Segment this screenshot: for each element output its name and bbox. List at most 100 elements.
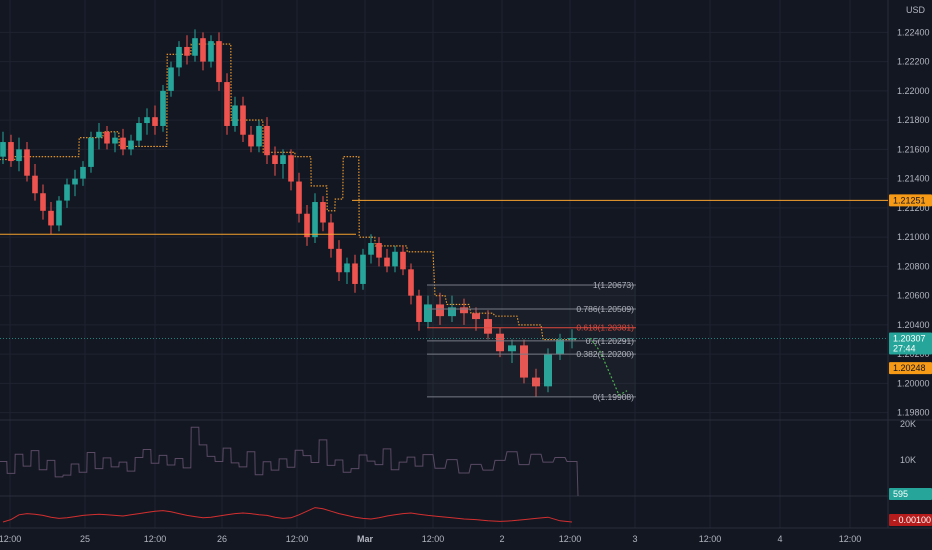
candle-body	[200, 38, 206, 62]
candle-body	[360, 254, 366, 284]
candle-body	[240, 105, 246, 135]
time-axis-label: 2	[499, 534, 504, 544]
last-price-tag	[889, 332, 932, 355]
candle-body	[224, 82, 230, 126]
price-axis-label: 1.19800	[897, 408, 930, 418]
volume-step-line	[0, 426, 579, 497]
fib-level-label: 1(1.20673)	[593, 280, 634, 290]
fib-level-label: 0.786(1.20509)	[576, 304, 634, 314]
overlay-step-line	[0, 43, 577, 341]
candle-body	[272, 155, 278, 164]
candle-body	[80, 166, 86, 179]
time-axis[interactable]: 12:00 25 12:00 26 12:00 Mar 12:00 2 12:00 3 12:00 4…	[0, 534, 861, 544]
candle-body	[88, 137, 94, 167]
candle-body	[568, 338, 576, 340]
candle-body	[32, 175, 38, 194]
candle-body	[556, 339, 564, 355]
candle-body	[320, 202, 326, 223]
candle-body	[56, 200, 62, 226]
candle-body	[208, 41, 214, 62]
time-axis-label: 3	[632, 534, 637, 544]
volume-panel: 20K 10K	[0, 419, 916, 497]
currency-label: USD	[906, 5, 926, 15]
candle-body	[168, 67, 174, 91]
candle-body	[216, 41, 222, 83]
orange-current-tag	[889, 362, 932, 375]
price-axis-label: 1.20000	[897, 378, 930, 388]
time-axis-label: 12:00	[839, 534, 862, 544]
candle-body	[436, 304, 444, 317]
candle-body	[96, 131, 102, 138]
price-axis-label: 1.20400	[897, 320, 930, 330]
horizontal-levels[interactable]	[0, 199, 888, 339]
candle-body	[416, 295, 422, 322]
volume-axis-label: 10K	[900, 455, 916, 465]
volume-last-tag-text: 595	[893, 489, 908, 499]
candle-body	[508, 345, 516, 352]
indicator-panel	[2, 507, 573, 523]
time-axis-label: 26	[217, 534, 227, 544]
price-axis-label: 1.21600	[897, 144, 930, 154]
fib-level-label: 0(1.19908)	[593, 392, 634, 402]
candle-body	[120, 137, 126, 150]
time-axis-label: 4	[777, 534, 782, 544]
candle-body	[484, 319, 492, 334]
candle-body	[448, 307, 456, 317]
candle-body	[408, 269, 414, 296]
price-axis-label: 1.21400	[897, 174, 930, 184]
candle-body	[176, 46, 182, 68]
price-axis-label: 1.20800	[897, 261, 930, 271]
candle-body	[24, 149, 30, 176]
indicator-last-tag	[889, 514, 932, 526]
candle-body	[184, 46, 190, 56]
last-price-tag-text: 27:44	[893, 344, 916, 354]
fib-level-label: 0.618(1.20381)	[576, 323, 634, 333]
candle-body	[400, 251, 406, 270]
orange-current-tag-text: 1.20248	[893, 363, 926, 373]
candlestick-series[interactable]	[0, 29, 576, 397]
candle-body	[112, 137, 118, 144]
candle-body	[128, 140, 134, 150]
price-axis-label: 1.21000	[897, 232, 930, 242]
last-price-tag-text: 1.20307	[893, 334, 926, 344]
candle-body	[424, 304, 432, 322]
candle-body	[64, 184, 70, 201]
candle-body	[496, 333, 504, 352]
candle-body	[392, 251, 398, 267]
price-axis-label: 1.21800	[897, 115, 930, 125]
candle-body	[296, 181, 302, 214]
candle-body	[136, 123, 142, 141]
candle-body	[144, 117, 150, 124]
price-axis-label: 1.22400	[897, 27, 930, 37]
candle-body	[384, 257, 390, 267]
candle-body	[328, 222, 334, 249]
candle-body	[0, 142, 6, 157]
price-axis-label: 1.21200	[897, 203, 930, 213]
candle-body	[376, 242, 382, 258]
candle-body	[288, 155, 294, 182]
candle-body	[312, 202, 318, 238]
candle-body	[460, 307, 468, 314]
fibonacci-retracement[interactable]: 1(1.20673) 0.786(1.20509) 0.618(1.20381) 0.…	[427, 280, 636, 402]
price-axis-label: 1.22200	[897, 57, 930, 67]
candle-body	[192, 38, 198, 56]
candle-body	[280, 155, 286, 164]
indicator-last-tag-text: - 0.00100	[893, 515, 931, 525]
volume-last-tag	[889, 488, 932, 500]
candle-body	[256, 125, 262, 147]
time-axis-label: 12:00	[699, 534, 722, 544]
orange-level-tag-text: 1.21251	[893, 195, 926, 205]
fib-level-label: 0.5(1.20291)	[586, 336, 634, 346]
time-axis-label: 12:00	[144, 534, 167, 544]
candle-body	[72, 178, 78, 185]
price-axis-label: 1.22000	[897, 86, 930, 96]
candle-body	[152, 117, 158, 126]
candle-body	[344, 263, 350, 273]
time-axis-label: 12:00	[0, 534, 21, 544]
time-axis-label: 12:00	[286, 534, 309, 544]
orange-level-tag	[889, 194, 932, 207]
time-axis-label: 25	[80, 534, 90, 544]
candle-body	[248, 134, 254, 147]
